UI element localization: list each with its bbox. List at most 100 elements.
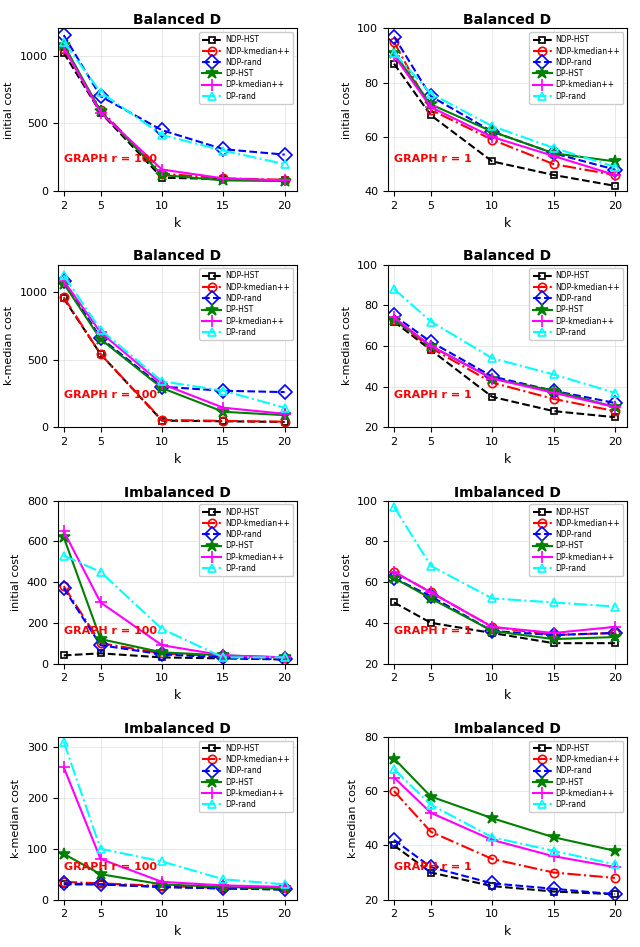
Line: DP-HST: DP-HST [388, 572, 621, 645]
DP-rand [488, 831, 496, 843]
Title: Balanced D: Balanced D [133, 249, 221, 263]
Line: DP-rand: DP-rand [390, 285, 619, 397]
Y-axis label: initial cost: initial cost [342, 81, 351, 138]
NDP-rand [158, 649, 166, 660]
DP-rand [60, 550, 68, 562]
NDP-rand [611, 888, 619, 900]
NDP-rand [60, 878, 68, 889]
DP-HST [611, 845, 619, 856]
NDP-HST [158, 882, 166, 893]
NDP-rand [281, 149, 289, 160]
DP-rand [97, 324, 104, 335]
NDP-HST [281, 417, 289, 428]
NDP-HST [97, 879, 104, 890]
NDP-rand [488, 126, 496, 137]
DP-rand [97, 86, 104, 98]
NDP-kmedian++ [550, 393, 557, 404]
NDP-HST [390, 840, 398, 851]
NDP-kmedian++ [488, 853, 496, 865]
Text: GRAPH r = 1: GRAPH r = 1 [394, 154, 472, 164]
NDP-kmedian++ [550, 158, 557, 170]
Line: DP-kmedian++: DP-kmedian++ [388, 49, 621, 181]
NDP-HST [550, 637, 557, 649]
NDP-HST [427, 110, 435, 121]
NDP-HST [60, 879, 68, 890]
Legend: NDP-HST, NDP-kmedian++, NDP-rand, DP-HST, DP-kmedian++, DP-rand: NDP-HST, NDP-kmedian++, NDP-rand, DP-HST… [199, 505, 293, 576]
Line: DP-kmedian++: DP-kmedian++ [58, 41, 291, 187]
NDP-rand [158, 124, 166, 135]
NDP-HST [220, 652, 227, 664]
DP-rand [611, 859, 619, 870]
Line: DP-rand: DP-rand [60, 38, 289, 169]
NDP-rand [220, 144, 227, 155]
DP-kmedian++ [427, 807, 435, 818]
Title: Balanced D: Balanced D [133, 13, 221, 27]
NDP-HST [220, 173, 227, 185]
DP-HST [60, 277, 68, 289]
DP-kmedian++ [97, 597, 104, 608]
DP-kmedian++ [390, 772, 398, 783]
NDP-HST [60, 293, 68, 304]
DP-HST [550, 831, 557, 843]
NDP-rand [390, 834, 398, 846]
DP-rand [488, 352, 496, 364]
NDP-rand [611, 164, 619, 175]
NDP-kmedian++ [220, 172, 227, 184]
NDP-kmedian++ [550, 867, 557, 878]
DP-HST [60, 849, 68, 860]
DP-kmedian++ [158, 164, 166, 175]
NDP-kmedian++ [97, 878, 104, 889]
Line: NDP-kmedian++: NDP-kmedian++ [390, 787, 619, 882]
NDP-rand [611, 627, 619, 638]
Legend: NDP-HST, NDP-kmedian++, NDP-rand, DP-HST, DP-kmedian++, DP-rand: NDP-HST, NDP-kmedian++, NDP-rand, DP-HST… [529, 32, 623, 104]
NDP-kmedian++ [611, 627, 619, 638]
Line: NDP-kmedian++: NDP-kmedian++ [60, 293, 289, 426]
DP-HST [550, 385, 557, 397]
DP-HST [97, 634, 104, 645]
Line: DP-rand: DP-rand [60, 271, 289, 412]
NDP-kmedian++ [488, 134, 496, 146]
NDP-kmedian++ [488, 621, 496, 633]
DP-HST [427, 98, 435, 110]
NDP-HST [158, 652, 166, 663]
Line: DP-rand: DP-rand [390, 765, 619, 868]
DP-HST [97, 868, 104, 880]
NDP-rand [60, 582, 68, 594]
Line: NDP-rand: NDP-rand [59, 583, 289, 664]
DP-rand [427, 799, 435, 811]
DP-kmedian++ [97, 107, 104, 118]
DP-rand [550, 597, 557, 608]
NDP-HST [97, 348, 104, 360]
Line: DP-kmedian++: DP-kmedian++ [58, 525, 291, 664]
DP-HST [97, 333, 104, 345]
DP-kmedian++ [281, 174, 289, 186]
DP-rand [427, 560, 435, 571]
DP-kmedian++ [488, 834, 496, 846]
DP-rand [390, 763, 398, 775]
DP-HST [60, 39, 68, 50]
DP-rand [158, 376, 166, 387]
NDP-HST [427, 617, 435, 629]
DP-HST [550, 148, 557, 159]
DP-rand [60, 36, 68, 47]
DP-kmedian++ [427, 586, 435, 598]
DP-HST [390, 47, 398, 59]
NDP-rand [488, 625, 496, 636]
DP-kmedian++ [220, 172, 227, 184]
Line: NDP-kmedian++: NDP-kmedian++ [60, 878, 289, 893]
NDP-rand [220, 652, 227, 663]
Line: NDP-HST: NDP-HST [390, 599, 618, 647]
DP-HST [390, 572, 398, 583]
NDP-kmedian++ [611, 405, 619, 417]
DP-kmedian++ [281, 408, 289, 420]
DP-kmedian++ [60, 42, 68, 53]
DP-rand [550, 845, 557, 856]
NDP-HST [390, 316, 398, 328]
DP-rand [97, 566, 104, 578]
DP-rand [158, 129, 166, 140]
DP-HST [158, 879, 166, 890]
NDP-HST [550, 170, 557, 181]
DP-rand [220, 874, 227, 885]
NDP-kmedian++ [281, 883, 289, 894]
DP-kmedian++ [281, 882, 289, 893]
